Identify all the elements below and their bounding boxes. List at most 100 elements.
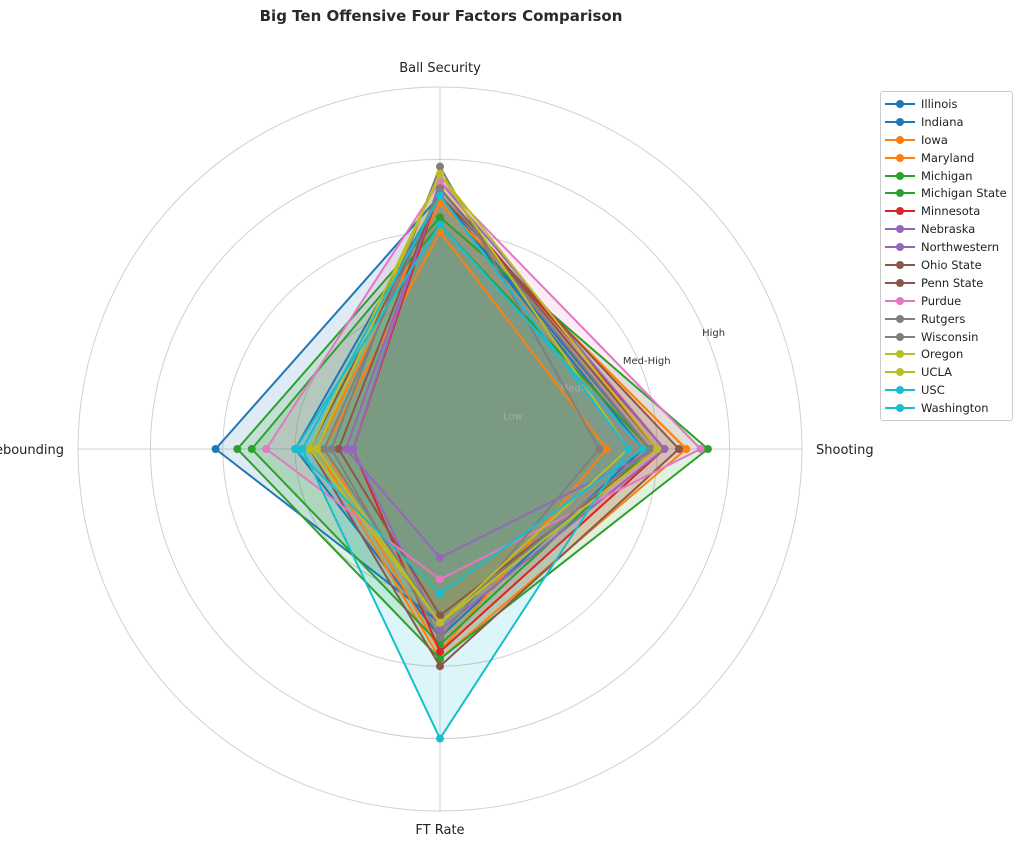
axis-label: Off Rebounding [0, 443, 64, 458]
series-point [247, 445, 256, 453]
series-point [298, 445, 307, 453]
legend-label: Michigan [921, 168, 973, 183]
series-point [660, 445, 669, 453]
legend-swatch [885, 224, 915, 234]
legend-swatch [885, 367, 915, 377]
legend-swatch [885, 117, 915, 127]
legend-item: Illinois [881, 95, 1012, 113]
legend-swatch [885, 385, 915, 395]
axis-label: FT Rate [415, 823, 464, 838]
series-point [703, 445, 712, 453]
series-point [262, 445, 271, 453]
legend-item: USC [881, 381, 1012, 399]
series-4 [233, 213, 712, 663]
series-point [436, 553, 444, 562]
series-point [436, 575, 444, 584]
legend-swatch [885, 171, 915, 181]
series-point [233, 445, 242, 453]
series-point [312, 445, 321, 453]
series-point [341, 445, 350, 453]
series-point [211, 445, 220, 453]
series-fill-7 [345, 188, 658, 558]
legend-swatch [885, 242, 915, 252]
series-point [674, 445, 683, 453]
legend-swatch [885, 206, 915, 216]
series-point [646, 445, 654, 453]
series-point [334, 445, 343, 453]
legend-swatch [885, 260, 915, 270]
radial-tick-label: High [702, 328, 725, 339]
series-point [436, 191, 444, 200]
legend-label: USC [921, 383, 945, 398]
series-fill-5 [251, 224, 651, 645]
series-point [653, 445, 662, 453]
series-point [696, 445, 705, 453]
series-point [436, 647, 444, 656]
legend-swatch [885, 314, 915, 324]
legend-label: Minnesota [921, 204, 981, 219]
legend-item: Penn State [881, 274, 1012, 292]
series-point [436, 162, 444, 171]
legend-item: Indiana [881, 113, 1012, 131]
series-point [602, 445, 611, 453]
legend-label: Rutgers [921, 311, 966, 326]
legend-swatch [885, 296, 915, 306]
legend-swatch [885, 278, 915, 288]
series-point [436, 227, 444, 236]
series-fill-4 [237, 217, 708, 660]
legend-label: Purdue [921, 293, 962, 308]
axis-label: Ball Security [399, 61, 481, 76]
legend-label: Maryland [921, 150, 975, 165]
series-point [320, 445, 329, 453]
series-fill-2 [316, 202, 687, 660]
series-point [436, 734, 444, 743]
series-point [436, 213, 444, 222]
legend-label: UCLA [921, 365, 952, 380]
series-17 [291, 220, 647, 598]
legend-swatch [885, 332, 915, 342]
legend-item: Northwestern [881, 238, 1012, 256]
legend-item: Ohio State [881, 256, 1012, 274]
legend-label: Illinois [921, 96, 958, 111]
series-point [436, 184, 444, 193]
series-point [436, 169, 444, 178]
radial-tick-label: Low [503, 411, 523, 422]
series-point [436, 611, 444, 620]
radial-tick-label: Med-High [623, 356, 671, 367]
legend: Illinois Indiana Iowa Maryland Michigan Michi… [880, 91, 1013, 422]
legend-label: Penn State [921, 275, 984, 290]
legend-item: Rutgers [881, 310, 1012, 328]
legend-swatch [885, 135, 915, 145]
series-point [682, 445, 691, 453]
legend-swatch [885, 349, 915, 359]
legend-item: Wisconsin [881, 328, 1012, 346]
chart-title: Big Ten Offensive Four Factors Compariso… [259, 7, 623, 25]
legend-swatch [885, 99, 915, 109]
series-fill-8 [353, 181, 665, 630]
series-15 [312, 169, 662, 627]
series-fills [215, 166, 708, 739]
legend-label: Oregon [921, 347, 964, 362]
legend-item: Washington [881, 399, 1012, 417]
series-point [436, 662, 444, 671]
legend-item: Oregon [881, 345, 1012, 363]
legend-item: Nebraska [881, 220, 1012, 238]
legend-label: Ohio State [921, 257, 982, 272]
series-point [624, 445, 633, 453]
series-point [436, 589, 444, 598]
legend-item: Michigan State [881, 184, 1012, 202]
legend-label: Nebraska [921, 222, 976, 237]
axis-label: Shooting [816, 443, 874, 458]
legend-swatch [885, 188, 915, 198]
legend-label: Indiana [921, 114, 964, 129]
legend-item: Iowa [881, 131, 1012, 149]
legend-item: Maryland [881, 149, 1012, 167]
series-point [349, 445, 358, 453]
legend-label: Iowa [921, 132, 948, 147]
series-point [327, 445, 336, 453]
legend-label: Washington [921, 401, 989, 416]
series-point [638, 445, 647, 453]
series-point [291, 445, 300, 453]
legend-item: Minnesota [881, 202, 1012, 220]
legend-label: Wisconsin [921, 329, 979, 344]
